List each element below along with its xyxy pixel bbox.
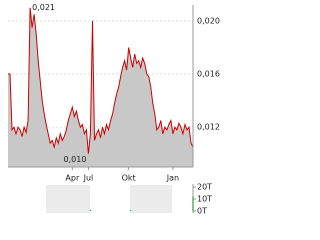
x-tick-label: Okt (122, 174, 136, 183)
y-tick-label: 20T (197, 183, 212, 192)
volume-bar (130, 210, 132, 211)
chart: 0,012 0,016 0,020 Apr Jul Okt Jan 0,021 0,010 0T 1… (8, 3, 220, 216)
volume-bar (192, 196, 194, 211)
y-tick-label: 10T (197, 195, 212, 204)
x-tick-label: Apr (65, 174, 80, 183)
y-tick-label: 0T (197, 207, 207, 216)
annotation: 0,010 (64, 155, 87, 164)
volume-bar (89, 209, 92, 211)
period-band (46, 185, 90, 213)
annotation: 0,021 (32, 3, 55, 12)
y-tick-label: 0,012 (197, 123, 220, 132)
y-tick-label: 0,016 (197, 70, 220, 79)
y-tick-label: 0,020 (197, 16, 220, 25)
price-line (8, 7, 194, 154)
period-band (130, 185, 172, 213)
area (8, 7, 193, 168)
x-tick-label: Jan (166, 174, 179, 183)
x-tick-label: Jul (83, 174, 94, 183)
